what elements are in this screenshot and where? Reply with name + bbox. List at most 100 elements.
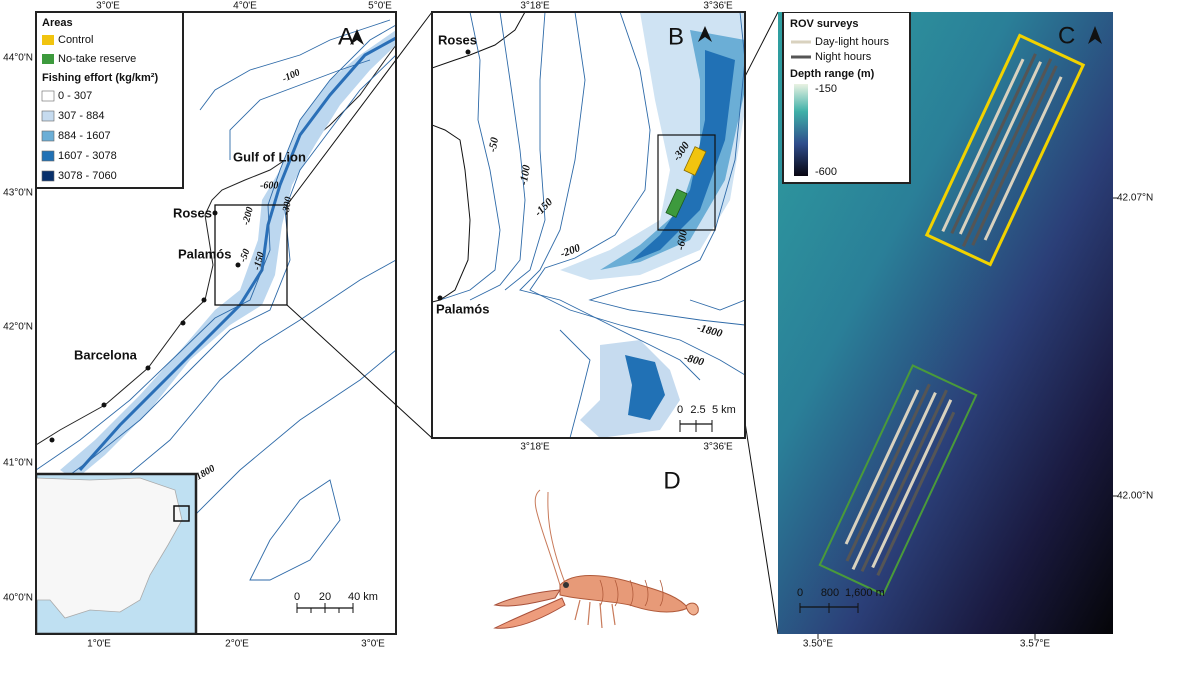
claw [493, 589, 561, 607]
panel-b-frame [431, 11, 746, 439]
legend-swatch [41, 90, 55, 102]
contour-label: -600 [260, 180, 278, 191]
legend-label: 1607 - 3078 [58, 150, 117, 162]
city-dot [145, 365, 151, 371]
place-label: Roses [173, 205, 212, 220]
panel-b: RosesPalamós-50-100-150-200-300-600-1800… [432, 12, 745, 438]
scale-label: 5 km [712, 404, 736, 416]
depth-contour [229, 59, 371, 160]
day-transect [851, 391, 937, 570]
lat-label: 42°0'N [3, 322, 33, 333]
langoustine-illustration [493, 489, 699, 629]
place-label: Roses [438, 32, 477, 47]
panel-a-frame [35, 11, 397, 635]
depth-contour [439, 12, 501, 301]
legend-swatch [41, 110, 55, 122]
depth-contour [689, 299, 745, 311]
abdomen-segment [644, 579, 649, 607]
lat-label: 41°0'N [3, 458, 33, 469]
lon-label: 3.57°E [1020, 639, 1050, 650]
lon-label: 5°0'E [368, 1, 392, 12]
body [559, 575, 689, 613]
legs [574, 599, 616, 629]
lon-label: 1°0'E [87, 639, 111, 650]
coastline [432, 12, 526, 303]
lon-label: 3°18'E [520, 442, 550, 453]
night-transect [876, 411, 956, 577]
no-take-area [665, 188, 688, 218]
panel-b-axes: 3°18'E 3°36'E 3°18'E 3°36'E [520, 1, 733, 453]
antenna [547, 491, 566, 584]
fishing-effort-shelf [60, 30, 396, 480]
legend-a [36, 12, 184, 189]
legend-label: 884 - 1607 [58, 130, 111, 142]
legend-title: Areas [42, 17, 73, 29]
legend-swatch [42, 35, 54, 45]
lat-label: 44°0'N [3, 53, 33, 64]
scale-label: 2.5 [690, 404, 705, 416]
legend-label: Control [58, 34, 93, 46]
panel-letter: A [338, 23, 354, 50]
lon-label: 3.50°E [803, 639, 833, 650]
panel-letter: D [663, 467, 680, 494]
inset-iberia [36, 477, 183, 619]
contour-label: -300 [280, 196, 294, 216]
depth-contour [199, 19, 391, 111]
control-area [683, 146, 707, 176]
night-transect [971, 65, 1058, 246]
lon-label: 3°0'E [361, 639, 385, 650]
legend-label: Day-light hours [815, 36, 889, 48]
contour-label: -50 [487, 136, 501, 153]
fishing-effort-south-core [625, 355, 665, 420]
legend-swatch [41, 150, 55, 162]
eye [563, 582, 569, 588]
lon-label: 4°0'E [233, 1, 257, 12]
lon-label: 3°0'E [96, 1, 120, 12]
contour-label: -50 [238, 248, 253, 264]
city-dot [465, 49, 471, 55]
depth-colorbar [794, 84, 808, 176]
day-transect [844, 389, 920, 545]
day-transect [958, 61, 1042, 235]
abdomen-segment [614, 579, 619, 607]
lat-label: 40°0'N [3, 593, 33, 604]
panel-c-axes: 42.07°N 42.00°N 3.50°E 3.57°E [803, 193, 1153, 650]
day-transect [983, 76, 1063, 241]
depth-contour [519, 12, 701, 381]
legend-title: ROV surveys [790, 18, 858, 30]
depth-contour [36, 54, 396, 501]
contour-label: -200 [240, 206, 255, 227]
fishing-effort-core [78, 36, 396, 471]
panel-letter: C [1058, 22, 1075, 49]
abdomen-segment [659, 579, 664, 607]
control-box [924, 33, 1086, 267]
city-dot [49, 437, 55, 443]
legend-title: Fishing effort (kg/km²) [42, 72, 158, 84]
coastline [36, 44, 396, 446]
legend-swatch [41, 170, 55, 182]
zoom-box-b [657, 134, 716, 231]
lat-label: 42.07°N [1117, 193, 1153, 204]
contour-label: -800 [683, 352, 706, 369]
place-label: Palamós [436, 301, 489, 316]
north-arrow [350, 29, 364, 45]
fishing-effort-dark [630, 50, 735, 262]
place-label: Gulf of Lion [233, 149, 306, 164]
panel-a-axes: 3°0'E 4°0'E 5°0'E 44°0'N 43°0'N 42°0'N 41°0'N 4… [3, 1, 392, 650]
city-dot [101, 402, 107, 408]
scale-label: 0 [294, 591, 300, 603]
zoom-box-a [214, 204, 288, 306]
legend-label: 0 - 307 [58, 90, 92, 102]
claw [493, 597, 566, 629]
legend-label: Night hours [815, 51, 872, 63]
depth-contour [36, 24, 396, 471]
night-transect [950, 53, 1037, 234]
legend-label: 3078 - 7060 [58, 170, 117, 182]
lon-label: 3°36'E [703, 1, 733, 12]
day-transect [871, 399, 953, 569]
place-label: Palamós [178, 246, 231, 261]
night-transect [845, 383, 931, 562]
contour-label: -150 [251, 251, 266, 272]
